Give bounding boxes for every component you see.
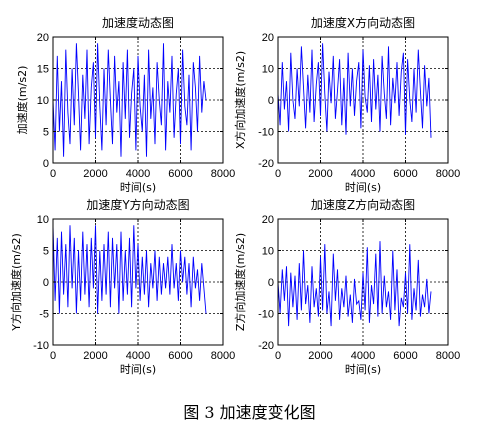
y-axis-label: X方向加速度(m/s2) — [233, 51, 247, 149]
panel-accel-x: 加速度X方向动态图 时间(s) X方向加速度(m/s2) 0 2000 4000 60… — [233, 15, 460, 194]
x-axis-label: 时间(s) — [345, 181, 381, 194]
panel-accel-z: 加速度Z方向动态图 时间(s) Z方向加速度(m/s2) 0 2000 4000 60… — [233, 197, 460, 376]
x-tick-label: 0 — [50, 168, 56, 180]
y-tick-label: 20 — [262, 214, 274, 226]
series-line — [277, 43, 432, 138]
x-tick-label: 8000 — [436, 168, 460, 180]
panel-title: 加速度Z方向动态图 — [311, 197, 415, 212]
panel-accel-y: 加速度Y方向动态图 时间(s) Y方向加速度(m/s2) 0 2000 4000 60… — [9, 197, 235, 376]
x-axis-label: 时间(s) — [120, 181, 156, 194]
y-axis-label: 加速度(m/s2) — [15, 66, 29, 135]
x-tick-label: 2000 — [308, 168, 332, 180]
series-line — [277, 241, 432, 327]
y-tick-label: -10 — [33, 340, 49, 352]
x-axis-label: 时间(s) — [120, 363, 156, 376]
x-tick-label: 6000 — [393, 350, 417, 362]
panel-title: 加速度Y方向动态图 — [86, 197, 189, 212]
y-axis-label: Z方向加速度(m/s2) — [233, 233, 247, 331]
x-tick-label: 4000 — [351, 168, 375, 180]
y-tick-label: -20 — [258, 340, 274, 352]
x-tick-label: 0 — [275, 168, 281, 180]
x-tick-label: 6000 — [168, 168, 192, 180]
y-tick-label: 5 — [43, 246, 49, 258]
x-tick-label: 2000 — [83, 350, 107, 362]
y-tick-label: 0 — [268, 277, 274, 289]
panel-title: 加速度X方向动态图 — [311, 15, 415, 30]
y-tick-label: 10 — [37, 95, 49, 107]
y-tick-label: -20 — [258, 158, 274, 170]
y-tick-label: -10 — [258, 309, 274, 321]
figure-caption: 图 3 加速度变化图 — [183, 403, 316, 422]
x-tick-label: 2000 — [308, 350, 332, 362]
x-tick-label: 4000 — [126, 350, 150, 362]
x-axis-label: 时间(s) — [345, 363, 381, 376]
x-tick-label: 8000 — [211, 350, 235, 362]
x-tick-label: 2000 — [83, 168, 107, 180]
x-tick-label: 8000 — [211, 168, 235, 180]
x-tick-label: 0 — [275, 350, 281, 362]
y-tick-label: 20 — [37, 32, 49, 44]
x-tick-label: 4000 — [126, 168, 150, 180]
y-tick-label: 0 — [43, 158, 49, 170]
panel-title: 加速度动态图 — [102, 15, 174, 30]
x-tick-label: 4000 — [351, 350, 375, 362]
y-tick-label: 0 — [43, 277, 49, 289]
series-line — [52, 43, 207, 157]
series-line — [52, 225, 207, 314]
y-axis-label: Y方向加速度(m/s2) — [9, 233, 23, 331]
y-tick-label: 20 — [262, 32, 274, 44]
y-tick-label: 10 — [262, 64, 274, 76]
y-tick-label: 10 — [37, 214, 49, 226]
y-tick-label: 10 — [262, 246, 274, 258]
x-tick-label: 6000 — [393, 168, 417, 180]
y-tick-label: -5 — [39, 309, 49, 321]
y-tick-label: 0 — [268, 95, 274, 107]
y-tick-label: -10 — [258, 127, 274, 139]
x-tick-label: 8000 — [436, 350, 460, 362]
x-tick-label: 0 — [50, 350, 56, 362]
panel-accel-total: 加速度动态图 时间(s) 加速度(m/s2) 0 2000 4000 6000 8000… — [15, 15, 235, 194]
x-tick-label: 6000 — [168, 350, 192, 362]
y-tick-label: 5 — [43, 127, 49, 139]
y-tick-label: 15 — [37, 64, 49, 76]
